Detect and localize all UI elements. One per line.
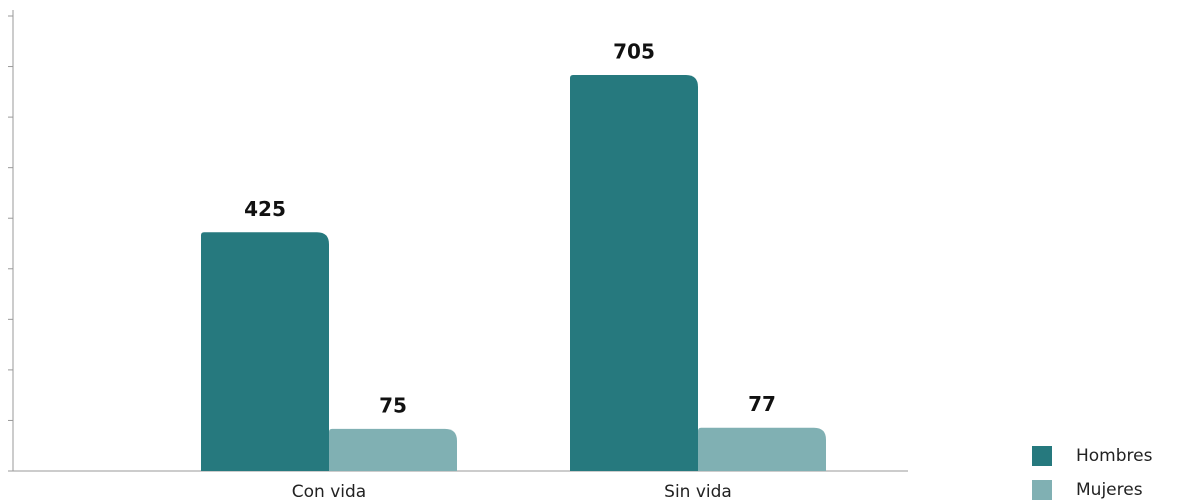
value-label: 75 [379, 393, 407, 417]
value-label: 77 [748, 392, 776, 416]
legend-label: Hombres [1076, 446, 1153, 466]
bar [201, 232, 329, 471]
bar [329, 428, 457, 471]
bar [698, 427, 826, 471]
value-label: 425 [244, 197, 286, 221]
legend-swatch [1032, 480, 1052, 500]
legend-swatch [1032, 446, 1052, 466]
value-label: 705 [613, 39, 655, 63]
bar [570, 74, 698, 472]
legend-label: Mujeres [1076, 480, 1143, 500]
x-tick-label: Con vida [292, 482, 366, 500]
x-tick-label: Sin vida [664, 482, 732, 500]
